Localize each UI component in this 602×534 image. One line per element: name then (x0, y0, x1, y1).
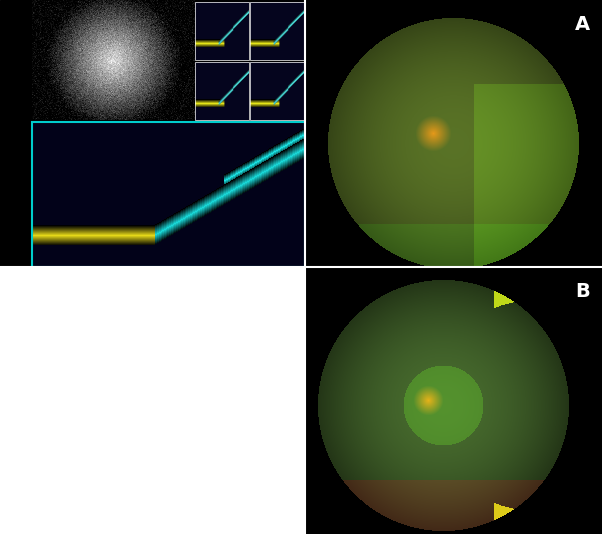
Bar (32, 122, 305, 267)
Bar (250, 2, 304, 60)
Text: B: B (576, 282, 590, 301)
Bar (195, 2, 249, 60)
Bar (195, 62, 249, 120)
Bar (250, 62, 304, 120)
Text: A: A (575, 15, 590, 34)
